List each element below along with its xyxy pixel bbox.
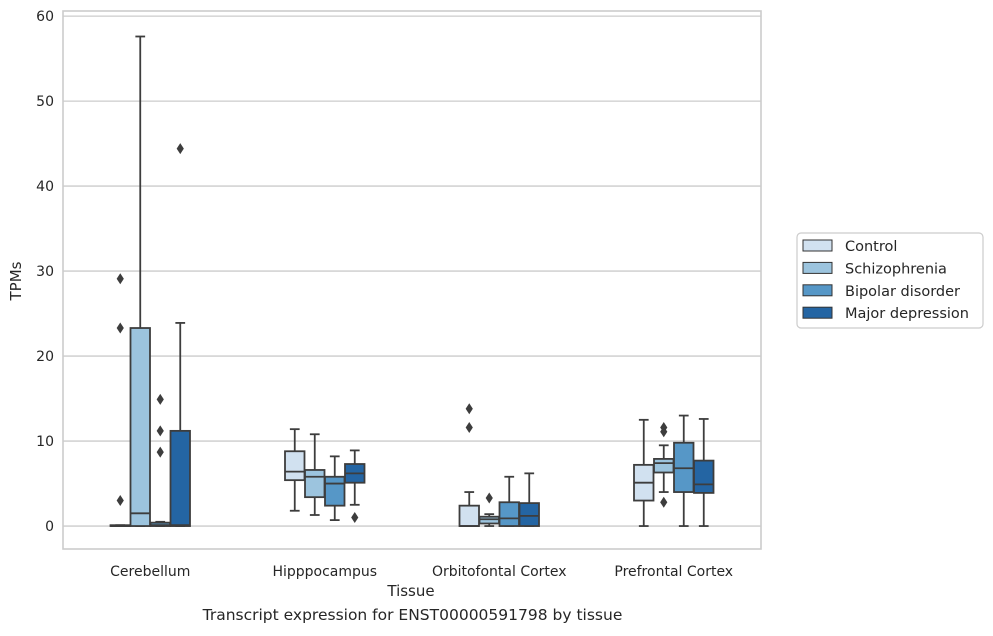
legend: Control Schizophrenia Bipolar disorder Majo…	[796, 232, 984, 329]
x-tick-label: Cerebellum	[110, 564, 190, 580]
legend-frame	[796, 232, 984, 329]
outlier-point	[156, 446, 164, 458]
outlier-point	[351, 512, 359, 524]
x-tick-label: Orbitofontal Cortex	[432, 564, 567, 580]
box-body	[498, 501, 520, 527]
outlier-point	[176, 143, 184, 155]
box-body	[129, 327, 151, 527]
box-plots	[109, 35, 715, 527]
y-gridlines	[63, 15, 761, 527]
box-0-1	[129, 35, 151, 527]
outlier-point	[485, 492, 493, 504]
outlier-point	[116, 273, 124, 285]
box-body	[458, 504, 480, 527]
box-0-2	[149, 393, 171, 527]
box-2-0	[458, 403, 480, 527]
y-tick-label: 60	[36, 9, 54, 25]
y-tick-label: 0	[45, 519, 54, 535]
x-tick-labels: Cerebellum Hipppocampus Orbitofontal Corte…	[110, 564, 733, 580]
y-tick-labels: 0 10 20 30 40 50 60	[36, 9, 54, 535]
box-2-2	[498, 475, 520, 527]
x-tick-label: Prefrontal Cortex	[614, 564, 733, 580]
box-3-1	[653, 421, 675, 508]
box-0-0	[109, 273, 131, 527]
box-3-0	[633, 418, 655, 527]
legend-swatch	[802, 306, 833, 319]
box-0-3	[169, 143, 191, 527]
y-axis-label: TPMs	[7, 261, 25, 301]
x-tick-label: Hipppocampus	[272, 564, 377, 580]
box-body	[324, 475, 346, 507]
box-3-3	[693, 418, 715, 527]
outlier-point	[465, 403, 473, 415]
box-2-1	[478, 492, 500, 527]
outlier-point	[116, 322, 124, 334]
y-tick-label: 30	[36, 264, 54, 280]
legend-swatch	[802, 239, 833, 252]
outlier-point	[156, 393, 164, 405]
box-body	[284, 450, 306, 482]
box-body	[653, 458, 675, 474]
box-3-2	[673, 414, 695, 527]
legend-swatch	[802, 261, 833, 274]
legend-label: Bipolar disorder	[845, 284, 960, 300]
box-body	[693, 459, 715, 494]
box-2-3	[518, 472, 540, 527]
box-body	[304, 469, 326, 499]
legend-label: Major depression	[845, 306, 969, 322]
outlier-point	[465, 421, 473, 433]
legend-label: Control	[845, 239, 897, 255]
figure-caption: Transcript expression for ENST0000059179…	[202, 606, 623, 624]
box-1-1	[304, 433, 326, 516]
y-tick-label: 40	[36, 179, 54, 195]
box-1-0	[284, 428, 306, 512]
box-1-3	[344, 449, 366, 524]
box-body	[169, 429, 191, 527]
outlier-point	[156, 425, 164, 437]
y-tick-label: 20	[36, 349, 54, 365]
outlier-point	[116, 495, 124, 507]
x-axis-label: Tissue	[386, 582, 434, 600]
outlier-point	[660, 421, 668, 433]
legend-label: Schizophrenia	[845, 261, 947, 277]
y-tick-label: 50	[36, 94, 54, 110]
box-body	[518, 502, 540, 527]
y-tick-label: 10	[36, 434, 54, 450]
box-1-2	[324, 455, 346, 522]
plot-frame	[62, 10, 762, 550]
outlier-point	[660, 496, 668, 508]
legend-swatch	[802, 284, 833, 297]
